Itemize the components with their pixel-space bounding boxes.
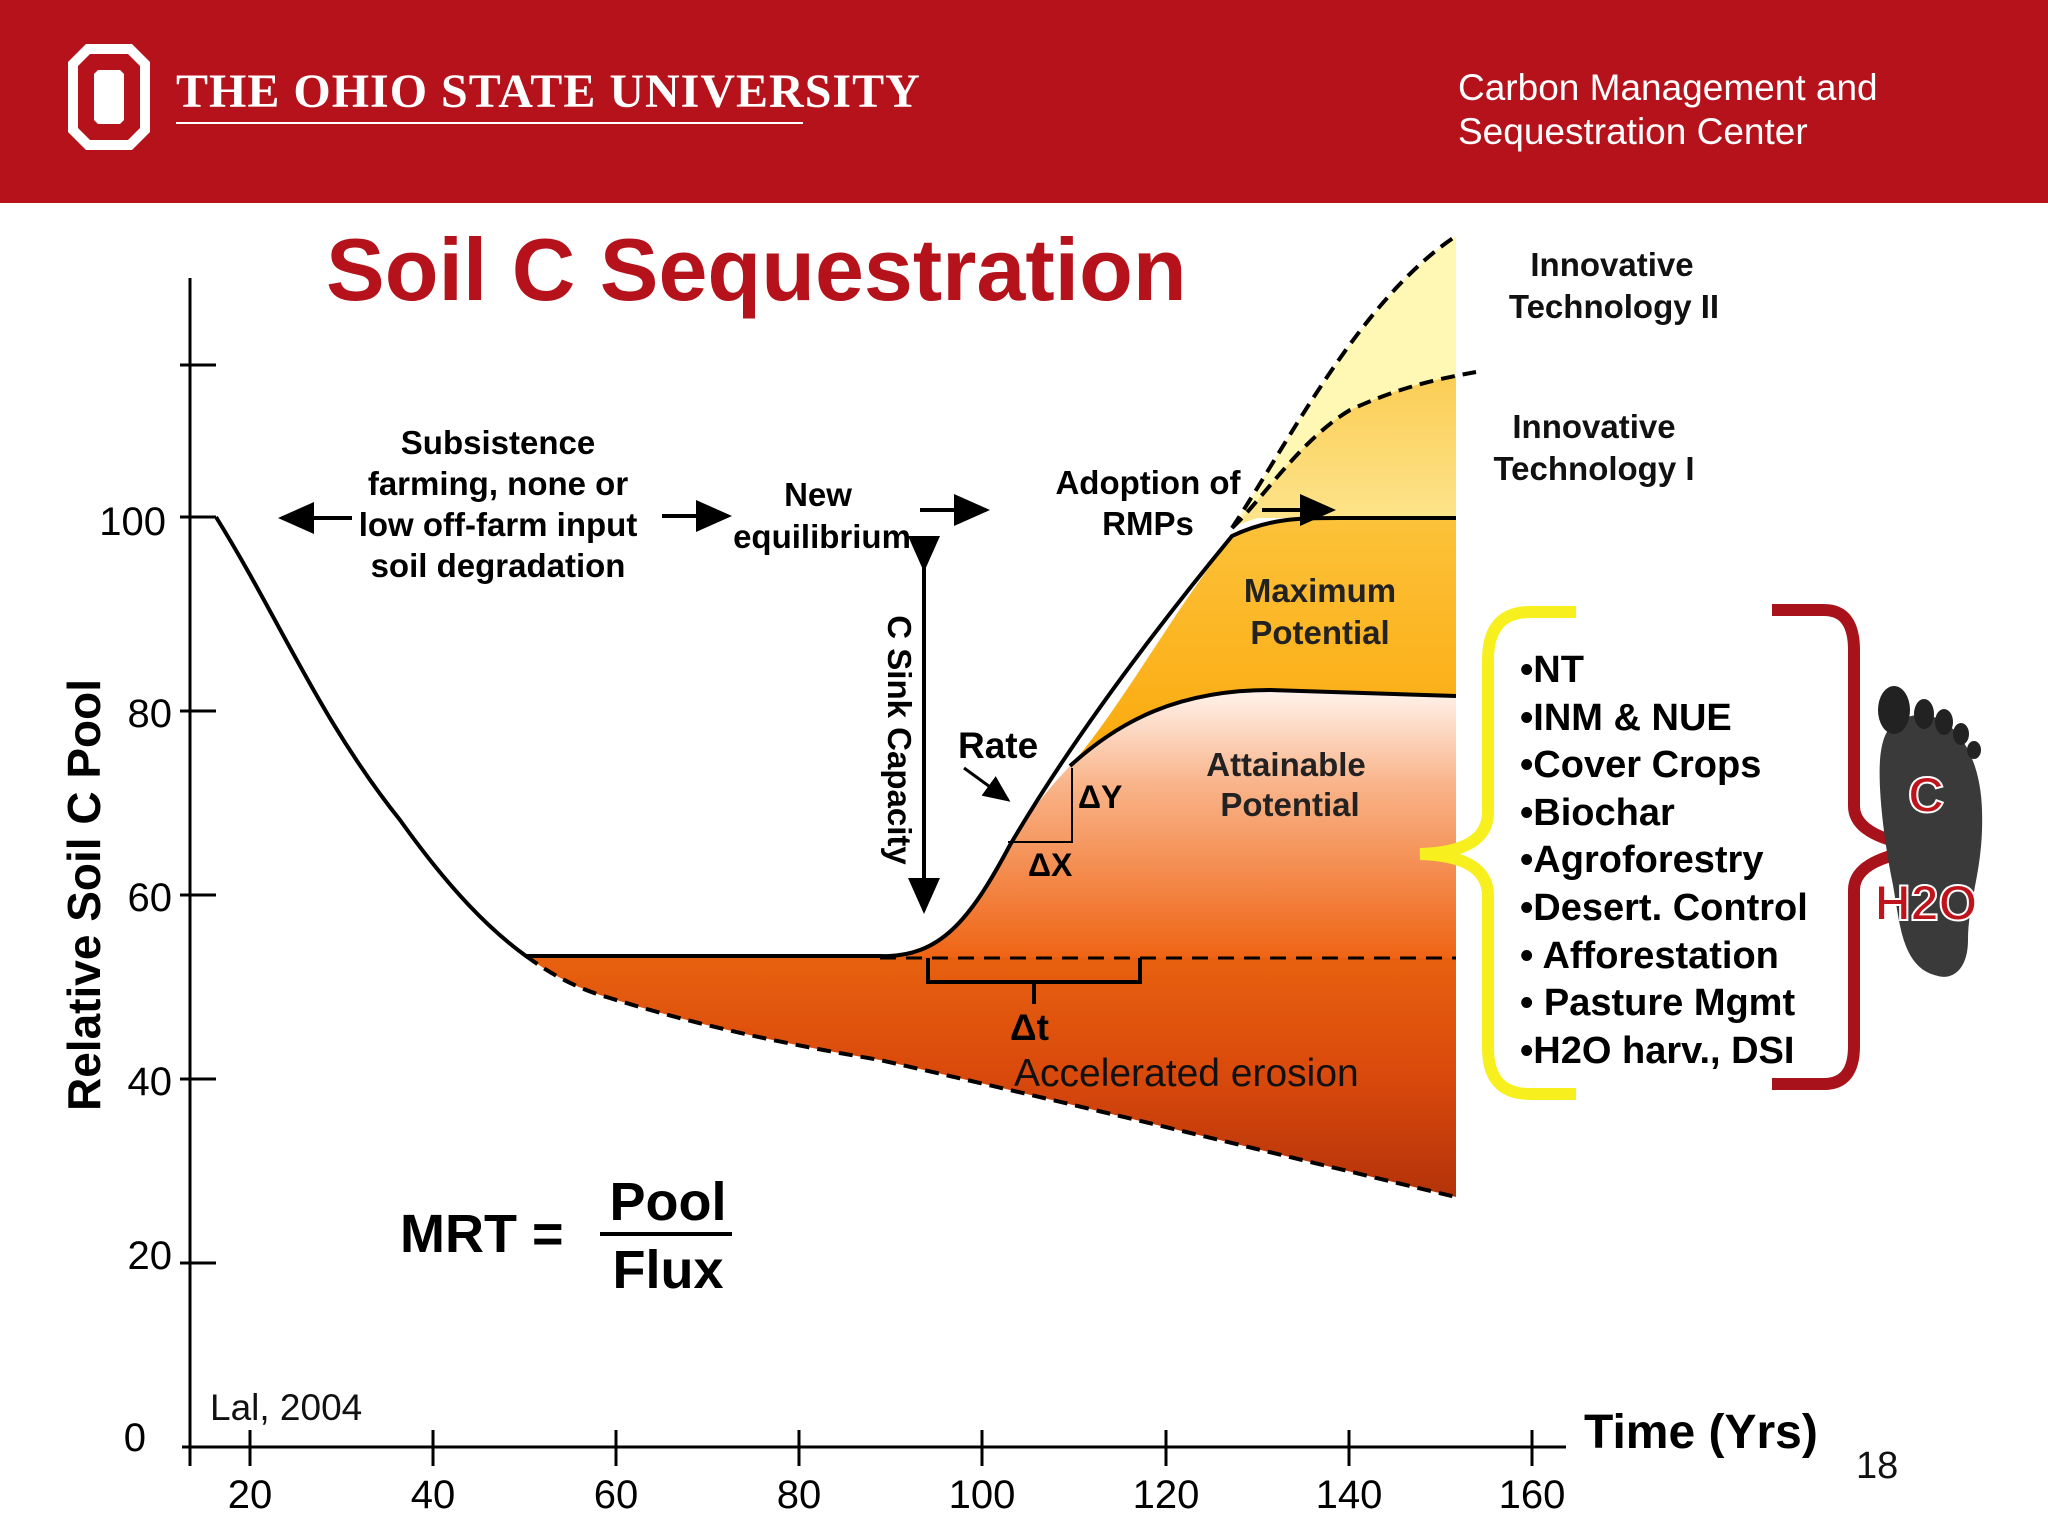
- x-tick-120: 120: [1133, 1473, 1200, 1517]
- attainable-potential-region: [880, 690, 1456, 958]
- delta-x-label: ΔX: [1028, 847, 1073, 883]
- footprint-c-label: C: [1908, 767, 1944, 823]
- slide-number: 18: [1856, 1445, 1898, 1487]
- page-title: Soil C Sequestration: [326, 220, 1187, 319]
- erosion-dashed-curve: [524, 954, 1457, 1199]
- university-name: THE OHIO STATE UNIVERSITY: [176, 65, 921, 118]
- x-tick-80: 80: [777, 1473, 822, 1517]
- mrt-numerator: Pool: [610, 1172, 727, 1232]
- c-sink-label: C Sink Capacity: [881, 615, 918, 865]
- y-tick-80: 80: [128, 692, 173, 736]
- y-tick-40: 40: [128, 1060, 173, 1104]
- x-tick-marks: [248, 1430, 1534, 1466]
- citation: Lal, 2004: [210, 1387, 362, 1428]
- y-tick-labels: 100 80 60 40 20 0: [99, 500, 172, 1460]
- y-tick-marks: [180, 363, 216, 1265]
- yellow-brace: [1419, 606, 1576, 1100]
- innovative-technology-i-label: Innovative Technology I: [1493, 408, 1694, 487]
- practice-pasture: • Pasture Mgmt: [1520, 982, 1795, 1024]
- y-tick-20: 20: [128, 1234, 173, 1278]
- innov1-dashed-curve: [1230, 370, 1477, 530]
- subsistence-line1: Subsistence: [401, 424, 595, 461]
- brand-underline: [176, 122, 803, 124]
- practice-agroforestry: •Agroforestry: [1520, 839, 1763, 881]
- y-tick-100: 100: [99, 500, 166, 544]
- attainable-curve: [1068, 687, 1457, 768]
- mrt-lhs: MRT =: [400, 1204, 564, 1264]
- y-axis-label: Relative Soil C Pool: [58, 679, 110, 1111]
- practices-list: •NT •INM & NUE •Cover Crops •Biochar •Ag…: [1520, 649, 1808, 1072]
- x-tick-60: 60: [594, 1473, 639, 1517]
- max-line2: Potential: [1250, 614, 1389, 651]
- x-tick-labels: 20 40 60 80 100 120 140 160: [228, 1473, 1566, 1517]
- maximum-potential-label: Maximum Potential: [1244, 572, 1396, 651]
- accelerated-erosion-region: [526, 956, 1456, 1197]
- center-name: Carbon Management and Sequestration Cent…: [1458, 66, 1878, 154]
- x-tick-140: 140: [1316, 1473, 1383, 1517]
- delta-t-bracket: [926, 958, 1142, 1004]
- max-line1: Maximum: [1244, 572, 1396, 609]
- innov1-line2: Technology I: [1493, 450, 1694, 487]
- innov2-line1: Innovative: [1530, 246, 1693, 283]
- adoption-line2: RMPs: [1102, 505, 1194, 542]
- x-tick-40: 40: [411, 1473, 456, 1517]
- maximum-potential-region: [1070, 518, 1456, 766]
- innovative-technology-i-region: [1232, 376, 1456, 528]
- new-equilibrium-label: New equilibrium: [733, 476, 911, 555]
- attain-line2: Potential: [1220, 786, 1359, 823]
- y-tick-0: 0: [124, 1416, 146, 1460]
- innov2-line2: Technology II: [1509, 288, 1719, 325]
- rate-triangle: [1008, 768, 1073, 843]
- mrt-denominator: Flux: [612, 1240, 723, 1300]
- attain-line1: Attainable: [1206, 746, 1366, 783]
- subsistence-line3: low off-farm input: [359, 506, 638, 543]
- innovative-technology-ii-region: [1232, 236, 1456, 528]
- adoption-label: Adoption of RMPs: [1055, 464, 1241, 542]
- center-name-line2: Sequestration Center: [1458, 111, 1808, 152]
- innov2-dashed-curve: [1230, 234, 1458, 530]
- rate-arrow: [963, 766, 1011, 802]
- center-name-line1: Carbon Management and: [1458, 67, 1878, 108]
- new-eq-line1: New: [784, 476, 852, 513]
- practice-afforestation: • Afforestation: [1520, 935, 1779, 977]
- x-tick-100: 100: [949, 1473, 1016, 1517]
- accelerated-erosion-label: Accelerated erosion: [1014, 1052, 1359, 1095]
- x-axis-label: Time (Yrs): [1584, 1406, 1818, 1459]
- practice-cover-crops: •Cover Crops: [1520, 744, 1761, 786]
- new-eq-line2: equilibrium: [733, 518, 911, 555]
- practice-nt: •NT: [1520, 649, 1584, 691]
- rate-label: Rate: [958, 725, 1038, 766]
- practice-inm: •INM & NUE: [1520, 697, 1732, 739]
- soil-carbon-curve: [214, 515, 1456, 959]
- footprint-h2o-label: H2O: [1875, 875, 1978, 931]
- practice-biochar: •Biochar: [1520, 792, 1675, 834]
- attainable-potential-label: Attainable Potential: [1206, 746, 1366, 823]
- ohio-state-logo: [68, 44, 150, 150]
- adoption-line1: Adoption of: [1055, 464, 1241, 501]
- x-tick-160: 160: [1499, 1473, 1566, 1517]
- innovative-technology-ii-label: Innovative Technology II: [1509, 246, 1719, 325]
- subsistence-line2: farming, none or: [368, 465, 629, 502]
- practice-water-harvesting: •H2O harv., DSI: [1520, 1030, 1794, 1072]
- innov1-line1: Innovative: [1512, 408, 1675, 445]
- delta-y-label: ΔY: [1078, 779, 1122, 815]
- subsistence-label: Subsistence farming, none or low off-far…: [359, 424, 638, 584]
- practice-desert-control: •Desert. Control: [1520, 887, 1808, 929]
- x-tick-20: 20: [228, 1473, 273, 1517]
- header-bar: THE OHIO STATE UNIVERSITY Carbon Managem…: [0, 0, 2048, 203]
- y-tick-60: 60: [128, 876, 173, 920]
- delta-t-label: Δt: [1010, 1007, 1049, 1048]
- subsistence-line4: soil degradation: [371, 547, 626, 584]
- footprint-icon: C H2O: [1874, 686, 1983, 977]
